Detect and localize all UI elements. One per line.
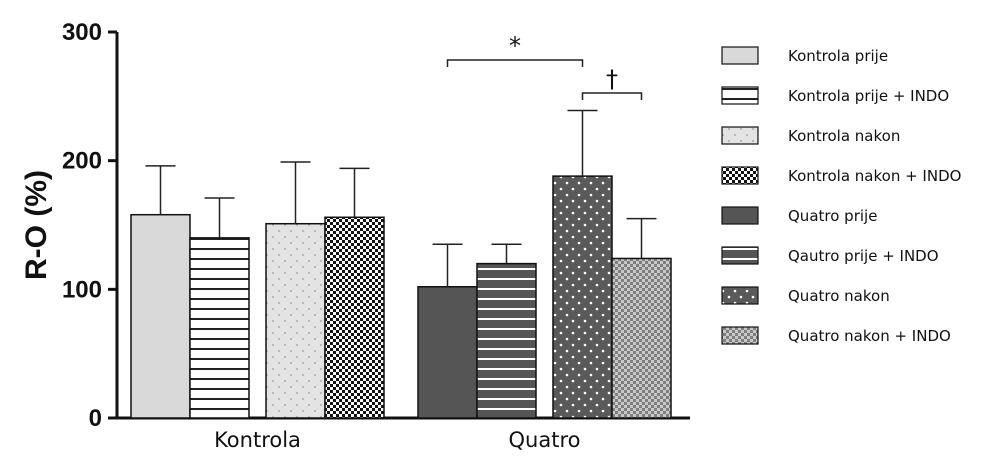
bar [611,257,672,419]
bar [189,237,250,419]
y-axis-label: R-O (%) [20,170,53,280]
significance-label: * [509,32,521,60]
significance-bracket [446,59,584,67]
y-tick-label: 100 [62,276,102,303]
bar [417,286,478,419]
bar [476,262,537,419]
category-label: Quatro [509,428,581,452]
bar [324,216,385,419]
bars [130,175,672,419]
category-label: Kontrola [214,428,301,452]
y-ticks: 0 100 200 300 [62,19,117,432]
legend-label: Kontrola nakon + INDO [788,167,961,185]
legend-swatch [721,206,759,225]
legend-label: Quatro nakon [788,287,890,305]
significance-bracket [581,92,643,100]
legend: Kontrola prije Kontrola prije + INDO Kontr… [721,46,961,345]
legend-swatch [721,166,759,185]
legend-swatch [721,126,759,145]
legend-label: Kontrola nakon [788,127,900,145]
legend-label: Quatro nakon + INDO [788,327,951,345]
bar [265,222,326,419]
legend-swatch [721,86,759,105]
legend-swatch [721,326,759,345]
legend-swatch [721,46,759,65]
legend-label: Kontrola prije + INDO [788,87,949,105]
legend-swatch [721,246,759,265]
significance-label: † [606,65,618,93]
y-tick-label: 300 [62,19,102,46]
category-labels: Kontrola Quatro [214,428,580,452]
legend-label: Quatro prije [788,207,877,225]
y-tick-label: 0 [89,405,102,432]
error-bars [145,109,657,287]
bar [552,175,613,419]
legend-label: Kontrola prije [788,47,888,65]
y-tick-label: 200 [62,148,102,175]
legend-label: Qautro prije + INDO [788,247,939,265]
significance-annotations: *† [446,32,643,100]
bar [130,213,191,419]
legend-swatch [721,286,759,305]
